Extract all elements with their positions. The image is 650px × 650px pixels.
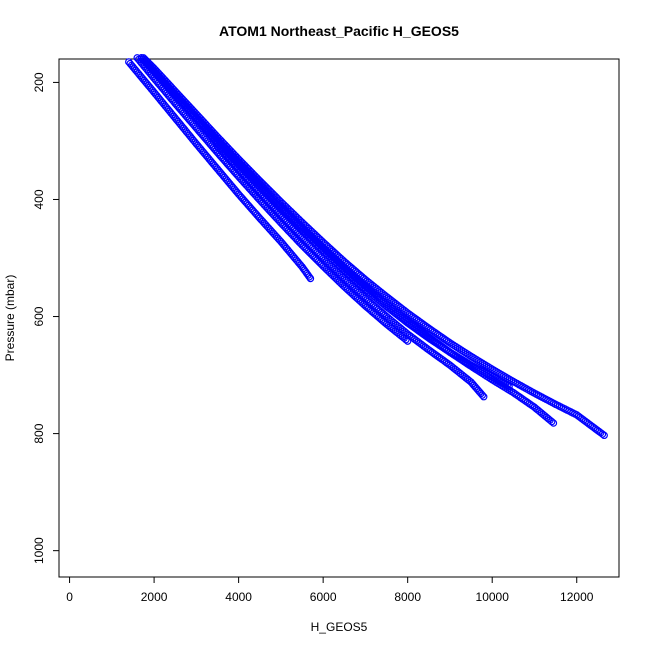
y-axis: 200 400 600 800 1000 — [32, 72, 60, 564]
x-tick-label: 6000 — [310, 590, 337, 604]
data-point — [480, 393, 488, 401]
y-tick-label: 800 — [32, 423, 46, 443]
x-tick-label: 8000 — [394, 590, 421, 604]
data-point — [598, 430, 607, 438]
data-point — [305, 273, 313, 281]
x-tick-label: 2000 — [141, 590, 168, 604]
y-tick-label: 400 — [32, 189, 46, 209]
y-tick-label: 600 — [32, 306, 46, 326]
x-tick-label: 10000 — [476, 590, 510, 604]
data-point — [306, 274, 315, 283]
data-point — [478, 391, 487, 399]
x-tick-label: 0 — [66, 590, 73, 604]
x-tick-label: 4000 — [225, 590, 252, 604]
data-point — [465, 361, 474, 369]
y-tick-label: 1000 — [32, 537, 46, 564]
y-tick-label: 200 — [32, 72, 46, 92]
chart-title: ATOM1 Northeast_Pacific H_GEOS5 — [219, 23, 459, 39]
data-point — [600, 431, 608, 440]
data-point — [444, 337, 452, 346]
data-point — [549, 419, 558, 427]
plot-frame — [58, 58, 620, 578]
x-tick-label: 12000 — [560, 590, 594, 604]
y-axis-label: Pressure (mbar) — [3, 275, 17, 362]
x-axis-label: H_GEOS5 — [311, 620, 368, 634]
data-points — [125, 54, 608, 440]
data-point — [548, 417, 556, 426]
x-axis: 0 2000 4000 6000 8000 10000 12000 — [66, 576, 594, 604]
